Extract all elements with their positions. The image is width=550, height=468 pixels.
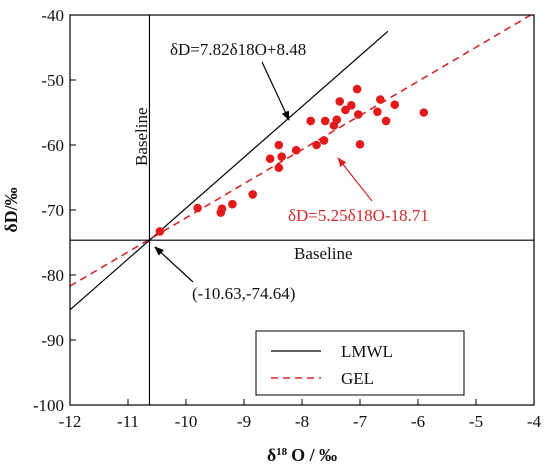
data-point <box>277 152 287 161</box>
data-point <box>319 136 329 145</box>
legend-box <box>255 330 465 396</box>
gel-equation-arrow <box>337 157 373 202</box>
baseline-vertical-label: Baseline <box>132 107 151 166</box>
y-tick-label: -50 <box>41 71 64 90</box>
intersection-arrow <box>154 246 194 283</box>
lmwl-equation: δD=7.82δ18O+8.48 <box>170 40 306 59</box>
y-tick-label: -40 <box>41 6 64 25</box>
data-point <box>193 203 202 213</box>
data-point <box>355 140 365 149</box>
data-point <box>373 107 382 117</box>
data-point <box>274 163 284 173</box>
y-tick-label: -60 <box>41 136 64 155</box>
lmwl-line <box>70 30 389 311</box>
data-point <box>353 110 363 119</box>
data-point <box>265 154 275 163</box>
data-point <box>352 84 362 94</box>
data-point <box>312 140 321 150</box>
lmwl-equation-arrow <box>261 61 290 121</box>
data-point <box>155 227 165 236</box>
x-tick-label: -8 <box>295 412 309 431</box>
intersection-label: (-10.63,-74.64) <box>192 284 295 303</box>
legend: LMWL GEL <box>255 330 465 396</box>
y-axis: -100 -90 -80 -70 -60 -50 -40 <box>33 6 76 415</box>
x-tick-label: -11 <box>117 412 139 431</box>
x-axis-title: δ18 O / ‰ <box>267 445 337 465</box>
plot-area <box>69 14 535 406</box>
data-point <box>274 140 284 150</box>
data-point <box>306 116 316 126</box>
x-tick-label: -5 <box>469 412 483 431</box>
gel-equation: δD=5.25δ18O-18.71 <box>288 206 429 225</box>
legend-gel-label: GEL <box>341 369 374 388</box>
data-point <box>332 115 342 124</box>
y-tick-label: -80 <box>41 266 64 285</box>
data-point <box>291 145 301 155</box>
x-tick-label: -12 <box>59 412 82 431</box>
data-point <box>381 116 391 126</box>
x-tick-label: -9 <box>237 412 251 431</box>
data-point <box>390 100 400 109</box>
data-point <box>376 95 385 104</box>
x-tick-label: -4 <box>527 412 542 431</box>
data-point <box>335 97 345 106</box>
legend-lmwl-label: LMWL <box>341 342 393 361</box>
y-tick-label: -100 <box>33 396 64 415</box>
data-point <box>217 204 227 213</box>
baseline-horizontal-label: Baseline <box>294 244 353 263</box>
data-point <box>347 101 356 110</box>
x-tick-label: -7 <box>353 412 368 431</box>
y-tick-label: -90 <box>41 331 64 350</box>
data-point <box>341 105 350 115</box>
data-point <box>419 108 429 117</box>
x-tick-label: -6 <box>411 412 425 431</box>
data-point <box>320 116 330 126</box>
data-point <box>248 190 257 199</box>
x-axis: -12 -11 -10 -9 -8 -7 -6 -5 -4 <box>59 399 542 431</box>
y-tick-label: -70 <box>41 201 64 220</box>
y-axis-title: δD/‰ <box>1 187 21 232</box>
x-tick-label: -10 <box>175 412 198 431</box>
data-point <box>228 199 237 209</box>
